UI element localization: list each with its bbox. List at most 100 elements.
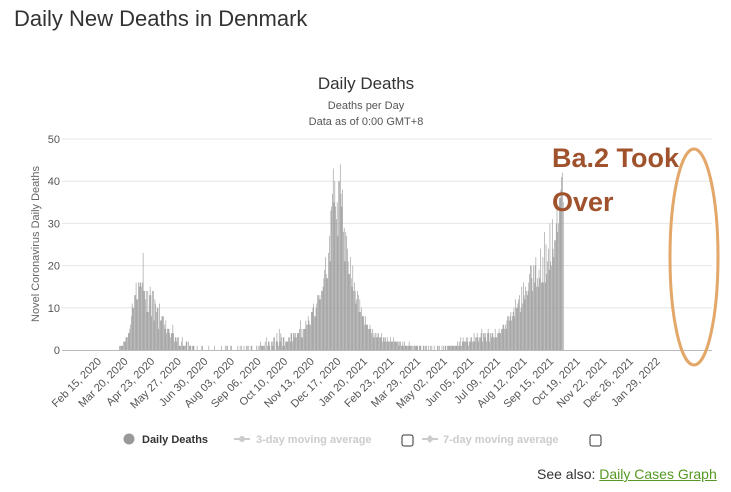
bar bbox=[551, 265, 552, 350]
bar bbox=[513, 307, 515, 350]
bar bbox=[409, 345, 411, 350]
bar bbox=[458, 345, 459, 350]
bar bbox=[156, 307, 158, 350]
bar bbox=[465, 341, 466, 350]
legend-item-7day-average[interactable]: 7-day moving average bbox=[422, 434, 559, 446]
bar bbox=[159, 303, 160, 350]
bar bbox=[302, 337, 304, 350]
bar bbox=[494, 337, 495, 350]
bar bbox=[230, 345, 232, 350]
checkbox-7day-average[interactable] bbox=[589, 434, 602, 447]
bar bbox=[358, 312, 360, 350]
bar bbox=[150, 295, 152, 350]
bar bbox=[333, 202, 335, 350]
bar bbox=[202, 345, 203, 350]
bar bbox=[402, 341, 404, 350]
bar bbox=[133, 307, 135, 350]
bar bbox=[326, 278, 328, 350]
bar bbox=[447, 345, 448, 350]
bar bbox=[550, 261, 552, 350]
bar bbox=[139, 282, 141, 350]
bar bbox=[379, 337, 381, 350]
legend-item-3day-average[interactable]: 3-day moving average bbox=[234, 434, 372, 446]
bar bbox=[498, 328, 500, 350]
bar bbox=[372, 337, 374, 350]
bar bbox=[539, 278, 541, 350]
bar bbox=[544, 231, 545, 350]
bar bbox=[301, 328, 303, 350]
daily-cases-graph-link[interactable]: Daily Cases Graph bbox=[599, 466, 717, 482]
bar-series bbox=[119, 164, 564, 350]
bar bbox=[145, 290, 147, 350]
bar bbox=[201, 345, 203, 350]
y-tick-label: 30 bbox=[48, 218, 60, 230]
bar bbox=[357, 290, 358, 350]
bar bbox=[350, 278, 352, 350]
bar bbox=[226, 345, 228, 350]
y-tick-labels: 0 10 20 30 40 50 bbox=[48, 134, 60, 357]
bar bbox=[125, 337, 127, 350]
bar bbox=[473, 333, 475, 350]
bar bbox=[163, 316, 164, 350]
bar bbox=[411, 345, 412, 350]
y-tick-label: 10 bbox=[48, 303, 60, 315]
bar bbox=[160, 320, 161, 350]
bar bbox=[533, 265, 534, 350]
bar bbox=[521, 286, 523, 350]
bar bbox=[547, 261, 548, 350]
bar bbox=[120, 345, 121, 350]
bar bbox=[299, 328, 300, 350]
bar bbox=[158, 328, 160, 350]
bar bbox=[385, 337, 386, 350]
bar bbox=[374, 337, 376, 350]
bar bbox=[368, 328, 369, 350]
bar bbox=[313, 303, 314, 350]
bar bbox=[288, 337, 289, 350]
bar bbox=[122, 345, 124, 350]
bar bbox=[397, 341, 399, 350]
bar bbox=[295, 333, 296, 350]
bar bbox=[512, 312, 514, 350]
bar bbox=[398, 345, 400, 350]
bar bbox=[517, 303, 519, 350]
bar bbox=[330, 210, 332, 350]
bar bbox=[387, 341, 389, 350]
bar bbox=[308, 320, 310, 350]
bar bbox=[526, 295, 528, 350]
bar bbox=[123, 341, 124, 350]
bar bbox=[153, 320, 155, 350]
checkbox-3day-average[interactable] bbox=[401, 434, 414, 447]
bar bbox=[208, 345, 210, 350]
see-also: See also: Daily Cases Graph bbox=[537, 466, 717, 482]
legend-marker-7day bbox=[426, 435, 434, 443]
bar bbox=[271, 341, 273, 350]
bar bbox=[347, 248, 348, 350]
bar bbox=[262, 345, 264, 350]
bar bbox=[542, 257, 544, 350]
bar bbox=[548, 269, 550, 350]
bar bbox=[131, 303, 133, 350]
bar bbox=[394, 341, 396, 350]
bar bbox=[279, 341, 281, 350]
bar bbox=[251, 345, 253, 350]
bar bbox=[264, 345, 265, 350]
bar bbox=[454, 345, 455, 350]
bar bbox=[338, 181, 340, 350]
bar bbox=[321, 290, 322, 350]
legend-item-daily-deaths[interactable]: Daily Deaths bbox=[123, 433, 209, 447]
bar bbox=[355, 303, 357, 350]
bar bbox=[546, 274, 548, 350]
bar bbox=[372, 328, 373, 350]
bar bbox=[334, 181, 336, 350]
bar bbox=[443, 345, 444, 350]
bar bbox=[415, 345, 417, 350]
bar bbox=[505, 328, 507, 350]
bar bbox=[356, 299, 358, 350]
bar bbox=[390, 341, 392, 350]
y-tick-label: 40 bbox=[48, 176, 60, 188]
legend-label-7day: 7-day moving average bbox=[443, 434, 559, 446]
bar bbox=[305, 320, 307, 350]
bar bbox=[483, 333, 484, 350]
bar bbox=[499, 333, 501, 350]
annotation-line-2: Over bbox=[552, 187, 614, 217]
